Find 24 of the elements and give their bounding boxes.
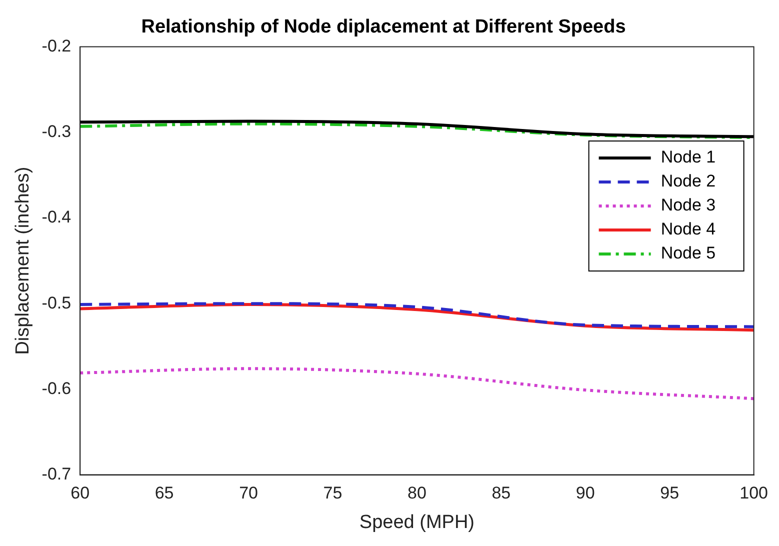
- x-tick-label: 60: [70, 484, 90, 503]
- x-tick-label: 100: [740, 484, 768, 503]
- y-axis-title: Displacement (inches): [12, 166, 34, 355]
- legend-label: Node 1: [660, 148, 716, 167]
- y-tick-label: -0.3: [42, 122, 72, 142]
- y-tick-label: -0.2: [42, 36, 72, 56]
- legend-label: Node 5: [660, 244, 716, 263]
- x-tick-label: 65: [154, 484, 174, 503]
- y-tick-label: -0.5: [42, 293, 72, 312]
- legend-label: Node 2: [660, 172, 716, 191]
- legend-label: Node 4: [660, 220, 716, 239]
- x-tick-label: 80: [407, 484, 426, 503]
- y-tick-label: -0.6: [42, 378, 72, 398]
- y-tick-label: -0.7: [42, 464, 72, 484]
- x-tick-label: 90: [576, 484, 595, 503]
- y-tick-label: -0.4: [42, 208, 72, 227]
- x-tick-label: 95: [660, 484, 680, 503]
- x-axis-title: Speed (MPH): [359, 512, 475, 533]
- x-tick-label: 85: [492, 484, 511, 503]
- chart-title: Relationship of Node diplacement at Different Speeds: [141, 16, 626, 38]
- x-tick-label: 75: [323, 484, 342, 503]
- line-series: [80, 367, 754, 400]
- legend-label: Node 3: [660, 196, 716, 215]
- x-tick-label: 70: [239, 484, 258, 503]
